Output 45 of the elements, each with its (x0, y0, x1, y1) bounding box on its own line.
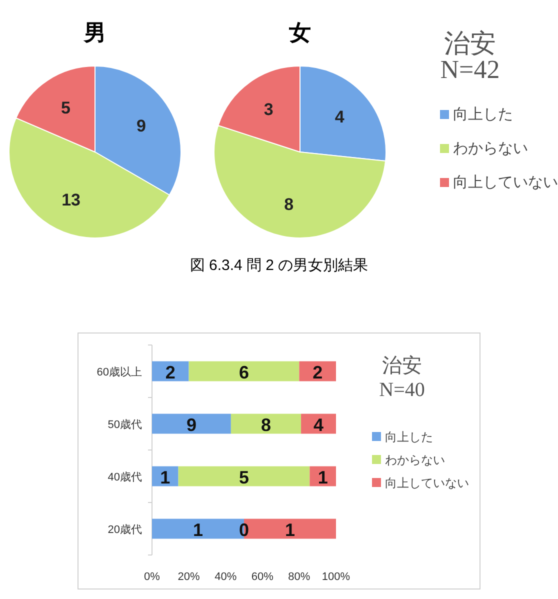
annotation: 2 (312, 362, 323, 382)
bar (230, 414, 302, 434)
x-tick-label: 80% (288, 571, 310, 583)
y-tick-label: 20歳代 (108, 522, 142, 536)
annotation: 1 (318, 467, 328, 488)
legend-label: 向上していない (453, 174, 558, 191)
legend-title: 治安 (444, 29, 496, 58)
annotation: 8 (260, 414, 271, 435)
legend-label: 向上した (453, 106, 513, 123)
bar (152, 414, 231, 434)
x-tick-label: 20% (178, 571, 200, 583)
y-tick-label: 60歳以上 (96, 365, 142, 378)
x-tick-label: 0% (144, 571, 160, 583)
text: N=40 (379, 379, 425, 401)
annotation: 1 (160, 467, 170, 488)
legend-title: 治安 (382, 355, 422, 377)
data-label: 13 (62, 190, 81, 210)
annotation: 5 (238, 467, 250, 488)
data-label: 5 (60, 98, 70, 118)
annotation: 4 (314, 414, 324, 435)
annotation: 0 (238, 520, 250, 540)
caption: 図 6.3.4 問 2 の男女別結果 (190, 257, 368, 274)
legend-label: 向上していない (385, 476, 469, 490)
annotation: 2 (165, 362, 176, 382)
annotation: 1 (284, 520, 296, 540)
legend-label: わからない (385, 453, 445, 467)
text: N=42 (440, 55, 500, 84)
y-tick-label: 50歳代 (108, 418, 142, 431)
chart-title: 女 (288, 20, 311, 45)
x-tick-label: 40% (214, 571, 237, 583)
x-tick-label: 100% (322, 571, 350, 583)
annotation: 9 (186, 414, 196, 435)
bar (188, 361, 300, 382)
y-tick-label: 40歳代 (108, 470, 142, 484)
chart-title: 男 (83, 20, 106, 45)
bar (178, 466, 310, 486)
legend-label: 向上した (385, 430, 433, 444)
legend-label: わからない (453, 140, 528, 157)
annotation: 1 (192, 520, 204, 540)
data-label: 4 (334, 107, 345, 126)
x-tick-label: 60% (251, 571, 274, 583)
data-label: 8 (284, 195, 294, 214)
annotation: 6 (238, 362, 250, 382)
data-label: 3 (264, 100, 274, 119)
data-label: 9 (136, 116, 146, 136)
